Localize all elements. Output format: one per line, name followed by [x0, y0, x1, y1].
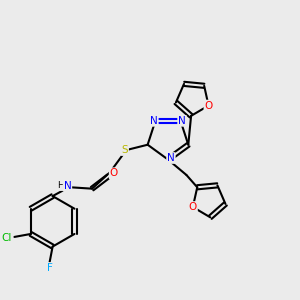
- Text: N: N: [167, 153, 175, 163]
- Text: O: O: [204, 100, 213, 111]
- Text: N: N: [150, 116, 158, 126]
- Text: S: S: [122, 145, 128, 155]
- Text: N: N: [178, 116, 186, 126]
- Text: Cl: Cl: [2, 233, 12, 243]
- Text: F: F: [47, 263, 52, 273]
- Text: O: O: [110, 168, 118, 178]
- Text: N: N: [64, 181, 71, 191]
- Text: O: O: [189, 202, 197, 212]
- Text: H: H: [57, 181, 64, 190]
